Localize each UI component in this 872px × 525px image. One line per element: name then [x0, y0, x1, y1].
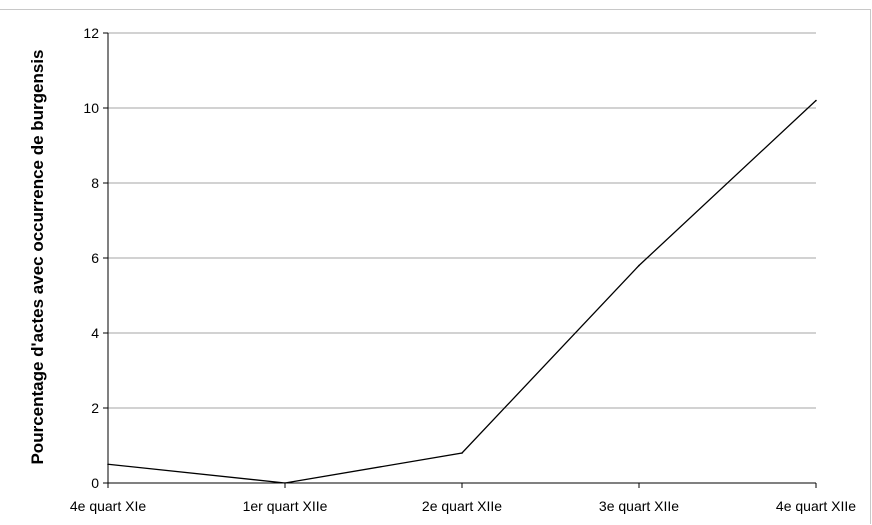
x-tick-label: 1er quart XIIe	[243, 498, 328, 514]
y-tick-label: 2	[91, 400, 99, 416]
y-tick-label: 0	[91, 475, 99, 491]
data-point	[815, 99, 817, 102]
x-tick-label: 3e quart XIIe	[599, 498, 679, 514]
data-point	[638, 264, 640, 267]
data-point	[461, 452, 463, 454]
y-axis-label: Pourcentage d'actes avec occurrence de b…	[28, 49, 47, 464]
series-group	[107, 99, 817, 484]
x-tick-label: 4e quart XIIe	[776, 498, 856, 514]
y-tick-label: 6	[91, 250, 99, 266]
y-tick-label: 10	[83, 100, 99, 116]
gridlines	[108, 32, 816, 409]
data-point	[284, 482, 286, 484]
y-tick-label: 8	[91, 175, 99, 191]
x-tick-label: 2e quart XIIe	[422, 498, 502, 514]
series-line	[107, 100, 817, 484]
y-axis-ticks: 0 2 4 6 8 10 12	[83, 25, 108, 491]
x-axis-ticks: 4e quart XIe 1er quart XIIe 2e quart XIIe 3…	[70, 483, 856, 514]
y-tick-label: 12	[83, 25, 99, 41]
y-tick-label: 4	[91, 325, 99, 341]
chart-frame	[0, 9, 871, 524]
x-tick-label: 4e quart XIe	[70, 498, 146, 514]
data-point	[107, 463, 109, 466]
